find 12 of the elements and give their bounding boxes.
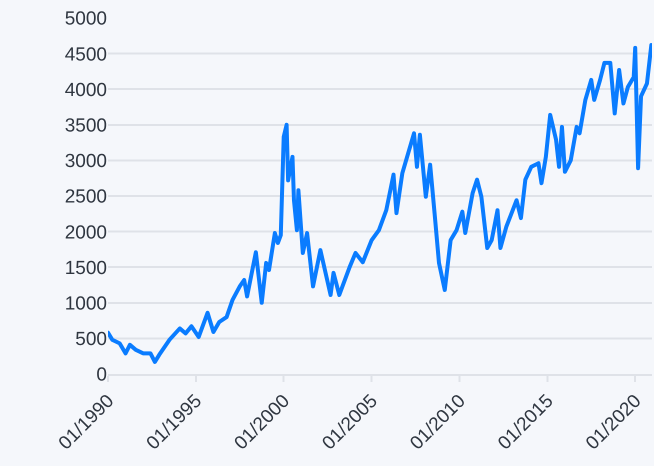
y-tick-label: 0 bbox=[96, 364, 107, 386]
y-tick-label: 3500 bbox=[64, 115, 107, 136]
y-tick-label: 4000 bbox=[64, 80, 107, 101]
y-tick-label: 2500 bbox=[64, 186, 107, 208]
y-tick-label: 1000 bbox=[64, 293, 107, 314]
y-tick-label: 3000 bbox=[64, 151, 107, 172]
y-tick-label: 2000 bbox=[64, 222, 107, 244]
line-series bbox=[108, 43, 652, 364]
y-tick-label: 4500 bbox=[64, 44, 107, 66]
y-tick-label: 500 bbox=[75, 329, 107, 350]
y-tick-label: 1500 bbox=[64, 258, 107, 279]
y-tick-label: 5000 bbox=[64, 8, 107, 30]
